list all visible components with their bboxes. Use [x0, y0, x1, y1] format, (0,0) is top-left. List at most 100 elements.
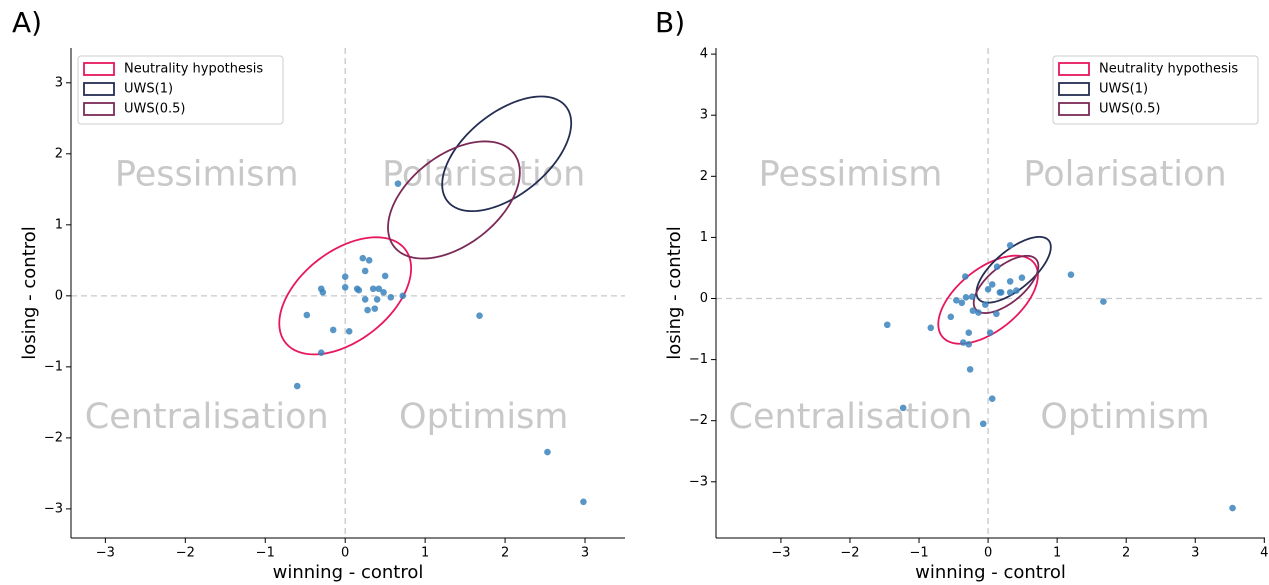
ellipse: [441, 95, 573, 213]
panel-label: A): [12, 6, 42, 39]
point: [986, 329, 994, 337]
legend-label: Neutrality hypothesis: [124, 62, 263, 77]
y-axis-label: losing - control: [19, 226, 40, 360]
point: [1018, 274, 1026, 282]
x-tick-label: −3: [771, 546, 790, 561]
point: [988, 281, 996, 288]
legend-label: UWS(0.5): [124, 102, 185, 117]
y-tick-label: 0: [55, 288, 63, 303]
point: [380, 288, 387, 296]
point: [993, 310, 1000, 318]
y-tick-label: −3: [689, 474, 708, 489]
legend: Neutrality hypothesis UWS(1) UWS(0.5): [77, 55, 284, 125]
point: [947, 313, 955, 321]
legend-label: UWS(1): [124, 82, 173, 97]
point: [394, 180, 402, 187]
legend-swatch: [83, 102, 115, 116]
quadrant-label: Centralisation: [729, 397, 973, 437]
point: [387, 293, 395, 301]
y-tick-label: −3: [44, 501, 63, 516]
point: [365, 257, 373, 264]
y-tick-label: 3: [700, 108, 708, 123]
y-tick-label: 1: [55, 217, 63, 232]
point: [341, 273, 349, 280]
point: [1006, 289, 1014, 296]
point: [364, 306, 371, 314]
quadrant-label: Pessimism: [115, 154, 299, 194]
y-axis-label: losing - control: [664, 226, 685, 360]
legend-label: Neutrality hypothesis: [1099, 62, 1238, 77]
quadrant-label: Polarisation: [382, 154, 585, 194]
point: [996, 289, 1004, 296]
point: [375, 285, 383, 293]
ellipse: [975, 235, 1052, 304]
legend-label: UWS(0.5): [1099, 102, 1160, 117]
point: [966, 366, 974, 373]
point: [1013, 287, 1020, 294]
point: [899, 404, 907, 412]
point: [293, 382, 301, 390]
point: [962, 293, 970, 301]
point: [988, 395, 996, 402]
legend-label: UWS(1): [1099, 82, 1148, 97]
y-tick-label: 0: [700, 291, 708, 306]
x-tick-label: 3: [1191, 546, 1199, 561]
point: [965, 329, 973, 337]
point: [979, 420, 987, 428]
point: [982, 301, 989, 308]
point: [1006, 242, 1014, 249]
point: [371, 305, 379, 312]
y-tick-label: 3: [55, 75, 63, 90]
point: [1100, 298, 1107, 305]
legend-swatch: [83, 62, 115, 76]
x-tick-label: −2: [840, 546, 859, 561]
y-tick-label: 2: [55, 146, 63, 161]
legend: Neutrality hypothesis UWS(1) UWS(0.5): [1052, 55, 1259, 125]
x-tick-label: 0: [984, 546, 992, 561]
point: [984, 286, 992, 293]
point: [1006, 278, 1014, 285]
x-tick-label: −3: [96, 546, 115, 561]
x-axis-label: winning - control: [915, 562, 1066, 583]
point: [969, 307, 977, 315]
point: [965, 341, 973, 348]
point: [959, 339, 967, 346]
point: [319, 288, 327, 296]
point: [361, 267, 369, 275]
point: [958, 299, 966, 307]
x-tick-label: −2: [176, 546, 195, 561]
point: [544, 448, 551, 456]
x-tick-label: 1: [421, 546, 429, 561]
x-tick-label: 2: [501, 546, 509, 561]
x-axis-label: winning - control: [273, 562, 424, 583]
point: [927, 324, 935, 332]
quadrant-label: Centralisation: [85, 397, 329, 437]
x-tick-label: 1: [1053, 546, 1061, 561]
legend-swatch: [83, 82, 115, 96]
point: [345, 328, 353, 335]
x-tick-label: −1: [909, 546, 928, 561]
point: [317, 349, 325, 356]
point: [399, 292, 407, 300]
y-tick-label: −2: [689, 413, 708, 428]
quadrant-label: Polarisation: [1023, 154, 1226, 194]
x-tick-label: 4: [1260, 546, 1268, 561]
point: [329, 326, 337, 334]
y-tick-label: −1: [689, 352, 708, 367]
panel-label: B): [655, 6, 685, 39]
point: [953, 297, 960, 304]
point: [883, 321, 891, 329]
point: [381, 272, 389, 280]
point: [1067, 271, 1075, 278]
point: [361, 296, 369, 303]
ellipse: [387, 140, 521, 260]
point: [476, 312, 483, 320]
point: [303, 311, 311, 319]
x-tick-label: 3: [581, 546, 589, 561]
point: [1229, 504, 1236, 512]
point: [975, 309, 982, 316]
quadrant-label: Optimism: [399, 397, 568, 437]
quadrant-label: Optimism: [1040, 397, 1209, 437]
point: [961, 273, 969, 280]
